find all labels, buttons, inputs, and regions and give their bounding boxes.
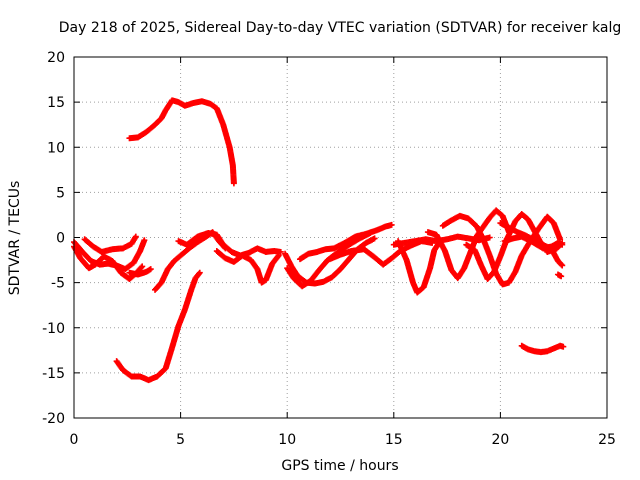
data-point-marker <box>558 261 565 268</box>
series-arc-22 <box>518 342 567 356</box>
y-tick-label: -10 <box>42 321 65 337</box>
y-tick-label: 5 <box>56 185 65 201</box>
data-point-marker <box>138 264 145 271</box>
data-point-marker <box>371 235 378 242</box>
x-tick-label: 10 <box>278 432 296 448</box>
y-tick-label: -15 <box>42 366 65 382</box>
x-tick-label: 15 <box>385 432 403 448</box>
data-point-marker <box>195 270 202 277</box>
x-tick-label: 0 <box>70 432 79 448</box>
series-arc-15 <box>395 237 444 296</box>
series-arc-21 <box>554 271 565 280</box>
data-point-marker <box>486 234 493 241</box>
y-tick-label: 10 <box>47 140 65 156</box>
data-point-marker <box>560 343 567 350</box>
series-arc-4 <box>126 266 154 278</box>
series-arc-2 <box>71 243 146 283</box>
y-axis-label: SDTVAR / TECUs <box>7 181 23 296</box>
data-point-marker <box>559 241 566 248</box>
data-point-marker <box>388 221 395 228</box>
chart-title: Day 218 of 2025, Sidereal Day-to-day VTE… <box>59 20 621 36</box>
series-arc-6 <box>113 269 203 384</box>
series-arc-17 <box>439 212 564 288</box>
x-axis-label: GPS time / hours <box>281 458 398 474</box>
y-tick-label: 0 <box>56 231 65 247</box>
series-arc-20 <box>501 233 566 252</box>
y-tick-label: 15 <box>47 95 65 111</box>
y-tick-label: 20 <box>47 50 65 66</box>
y-tick-label: -20 <box>42 411 65 427</box>
data-point-marker <box>132 233 139 240</box>
data-point-marker <box>141 237 148 244</box>
series-arc-12 <box>296 221 395 263</box>
x-tick-label: 5 <box>176 432 185 448</box>
series-arc-8 <box>175 229 284 259</box>
x-tick-label: 25 <box>598 432 616 448</box>
data-point-marker <box>558 273 565 280</box>
series-arc-3 <box>81 233 139 255</box>
series-arc-9 <box>213 248 282 286</box>
series-arc-1 <box>71 237 148 273</box>
series-arc-5 <box>126 97 237 187</box>
axis-layer: -20 -15 -10 -5 0 5 10 15 20 0 5 10 15 20 25 <box>42 50 616 448</box>
data-point-marker <box>139 263 146 270</box>
data-point-marker <box>275 252 282 259</box>
data-point-marker <box>196 269 203 276</box>
data-point-marker <box>230 180 237 187</box>
y-tick-label: -5 <box>51 276 65 292</box>
x-tick-label: 20 <box>491 432 509 448</box>
data-point-marker <box>277 248 284 255</box>
data-layer <box>71 97 567 384</box>
series-arc-16 <box>424 207 512 282</box>
data-point-marker <box>559 262 566 269</box>
data-point-marker <box>147 266 154 273</box>
